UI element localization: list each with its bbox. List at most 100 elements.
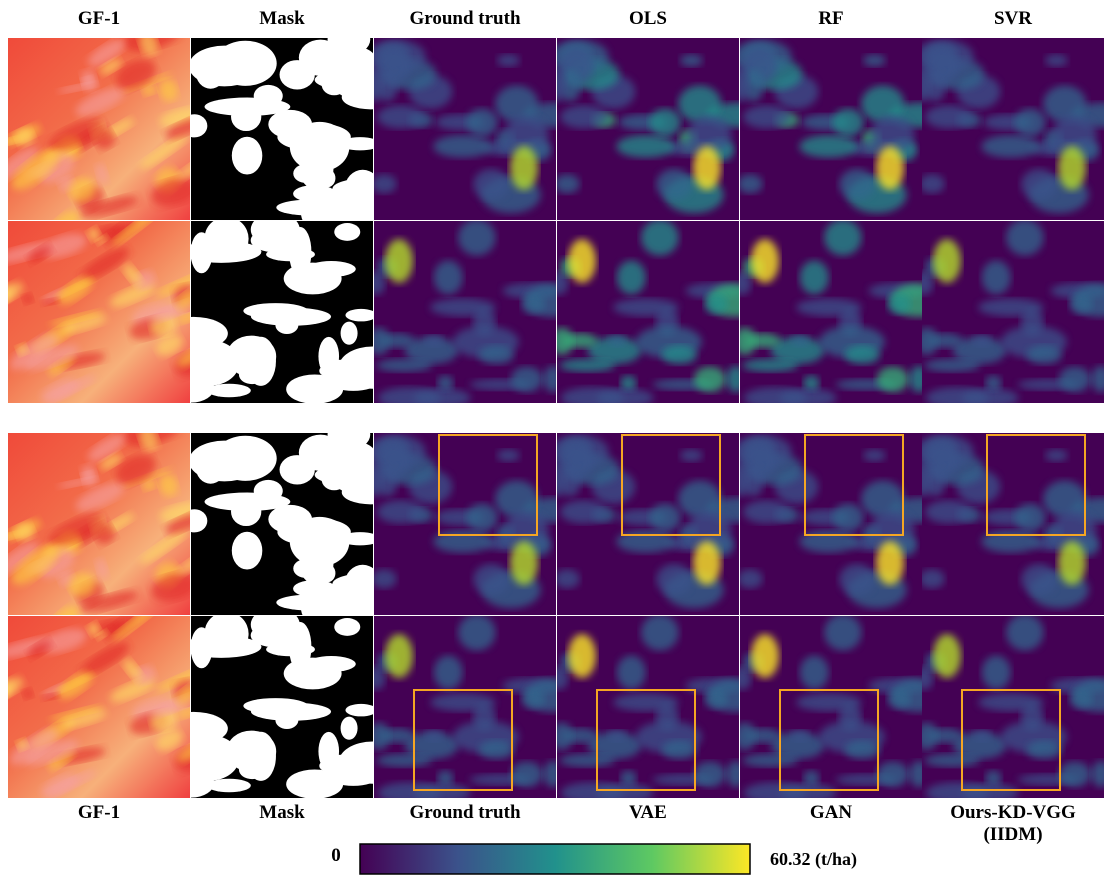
mask-area <box>277 518 350 546</box>
column-label: OLS <box>557 8 739 30</box>
figure: 0 60.32 (t/ha) GF-1MaskGround truthOLSRF… <box>0 0 1106 875</box>
biomass-patch <box>608 731 627 742</box>
image-panel <box>550 433 767 615</box>
biomass-patch <box>478 345 514 364</box>
biomass-hotspot <box>693 146 721 190</box>
mask-area <box>341 717 358 740</box>
image-panel <box>915 38 1106 220</box>
panel-content <box>159 213 407 404</box>
column-label: GAN <box>740 802 922 824</box>
biomass-patch <box>887 294 911 314</box>
biomass-hotspot <box>1058 541 1086 585</box>
biomass-patch <box>521 689 545 709</box>
biomass-patch <box>433 530 492 553</box>
panel-content <box>159 608 407 799</box>
biomass-patch <box>478 740 514 759</box>
biomass-patch <box>743 105 790 128</box>
biomass-patch <box>430 693 495 711</box>
biomass-patch <box>796 693 861 711</box>
mask-area <box>280 455 315 484</box>
biomass-patch <box>378 387 441 408</box>
biomass-hotspot <box>876 146 904 190</box>
panel-content <box>550 433 767 615</box>
texture <box>110 411 134 434</box>
biomass-patch <box>981 135 1040 158</box>
mask-area <box>191 232 213 273</box>
mask-area <box>284 658 342 690</box>
biomass-patch <box>458 219 496 255</box>
panel-content <box>367 433 584 615</box>
panel-content <box>733 38 950 220</box>
biomass-patch <box>1045 54 1068 66</box>
biomass-patch <box>425 731 444 742</box>
mask-area <box>189 441 260 482</box>
image-panel <box>178 419 407 632</box>
biomass-patch <box>372 174 397 193</box>
mask-area <box>205 98 291 116</box>
mask-area <box>277 123 350 151</box>
biomass-patch <box>656 564 692 595</box>
image-panel <box>915 614 1106 803</box>
mask-area <box>207 384 251 398</box>
biomass-patch <box>738 569 763 588</box>
column-label: Ground truth <box>374 8 556 30</box>
biomass-patch <box>559 754 615 767</box>
biomass-patch <box>925 500 972 523</box>
column-label: GF-1 <box>8 802 190 824</box>
biomass-hotspot <box>933 239 961 283</box>
column-label: Ours-KD-VGG (IIDM) <box>922 802 1104 846</box>
biomass-hotspot <box>751 239 779 283</box>
biomass-hotspot <box>1058 146 1086 190</box>
biomass-hotspot <box>876 541 904 585</box>
panel-content <box>733 614 944 803</box>
biomass-hotspot <box>933 634 961 678</box>
biomass-patch <box>796 298 861 316</box>
biomass-patch <box>844 345 880 364</box>
mask-area <box>345 309 376 322</box>
biomass-patch <box>887 689 911 709</box>
biomass-patch <box>613 693 678 711</box>
biomass-patch <box>981 530 1040 553</box>
panel-content <box>915 219 1106 408</box>
biomass-patch <box>473 169 509 200</box>
biomass-patch <box>1006 219 1044 255</box>
image-panel <box>178 24 407 237</box>
image-panel <box>550 614 761 803</box>
biomass-patch <box>839 169 875 200</box>
image-panel <box>550 219 761 408</box>
image-panel <box>733 219 944 408</box>
biomass-patch <box>560 105 607 128</box>
biomass-patch <box>511 367 543 392</box>
biomass-patch <box>649 503 680 531</box>
mask-area <box>341 322 358 345</box>
mask-area <box>330 50 357 65</box>
biomass-patch <box>1006 614 1044 650</box>
biomass-patch <box>920 174 945 193</box>
biomass-patch <box>1021 564 1057 595</box>
mask-area <box>227 731 277 772</box>
panel-content <box>733 433 950 615</box>
column-label: VAE <box>557 802 739 824</box>
biomass-patch <box>694 367 726 392</box>
biomass-patch <box>1069 294 1093 314</box>
panel-content <box>733 219 944 408</box>
biomass-patch <box>844 740 880 759</box>
biomass-patch <box>1026 740 1062 759</box>
biomass-patch <box>680 54 703 66</box>
biomass-patch <box>1059 762 1091 787</box>
biomass-patch <box>425 336 444 347</box>
biomass-patch <box>704 294 728 314</box>
biomass-patch <box>920 569 945 588</box>
mask-area <box>205 493 291 511</box>
panels <box>0 0 1106 875</box>
mask-area <box>191 627 213 668</box>
biomass-patch <box>973 731 992 742</box>
mask-area <box>345 704 376 717</box>
biomass-patch <box>863 54 886 66</box>
image-panel <box>733 614 944 803</box>
biomass-patch <box>924 754 980 767</box>
biomass-patch <box>559 359 615 372</box>
image-panel <box>550 38 767 220</box>
biomass-patch <box>377 105 424 128</box>
panel-content <box>915 433 1106 615</box>
